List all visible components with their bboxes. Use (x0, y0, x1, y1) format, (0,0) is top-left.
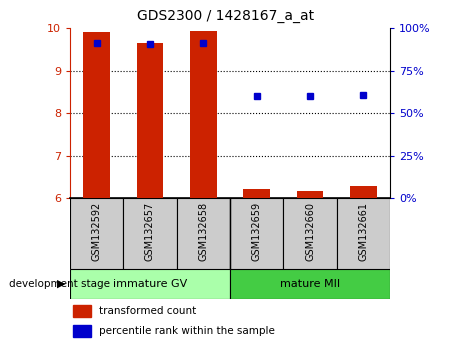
Bar (337, 198, 390, 269)
Text: immature GV: immature GV (113, 279, 187, 289)
Text: GDS2300 / 1428167_a_at: GDS2300 / 1428167_a_at (137, 9, 314, 23)
Bar (70, 198, 123, 269)
Text: GSM132659: GSM132659 (252, 202, 262, 261)
Text: percentile rank within the sample: percentile rank within the sample (99, 326, 275, 336)
Bar (123, 198, 177, 269)
Text: GSM132658: GSM132658 (198, 202, 208, 261)
Text: GSM132661: GSM132661 (359, 202, 368, 261)
Bar (73, 325, 91, 337)
Bar (70, 269, 230, 299)
Bar (230, 198, 283, 269)
Text: GSM132660: GSM132660 (305, 202, 315, 261)
Bar (283, 198, 337, 269)
Bar (190, 31, 216, 198)
Bar (230, 269, 390, 299)
Text: transformed count: transformed count (99, 306, 196, 316)
Bar (244, 189, 270, 198)
Bar (297, 190, 323, 198)
Bar (177, 198, 230, 269)
Bar (83, 32, 110, 198)
Bar (137, 43, 163, 198)
Bar (73, 305, 91, 317)
Bar (350, 186, 377, 198)
Text: GSM132592: GSM132592 (92, 202, 101, 261)
Text: mature MII: mature MII (280, 279, 340, 289)
Text: GSM132657: GSM132657 (145, 202, 155, 261)
Text: ▶: ▶ (57, 279, 65, 289)
Text: development stage: development stage (9, 279, 110, 289)
